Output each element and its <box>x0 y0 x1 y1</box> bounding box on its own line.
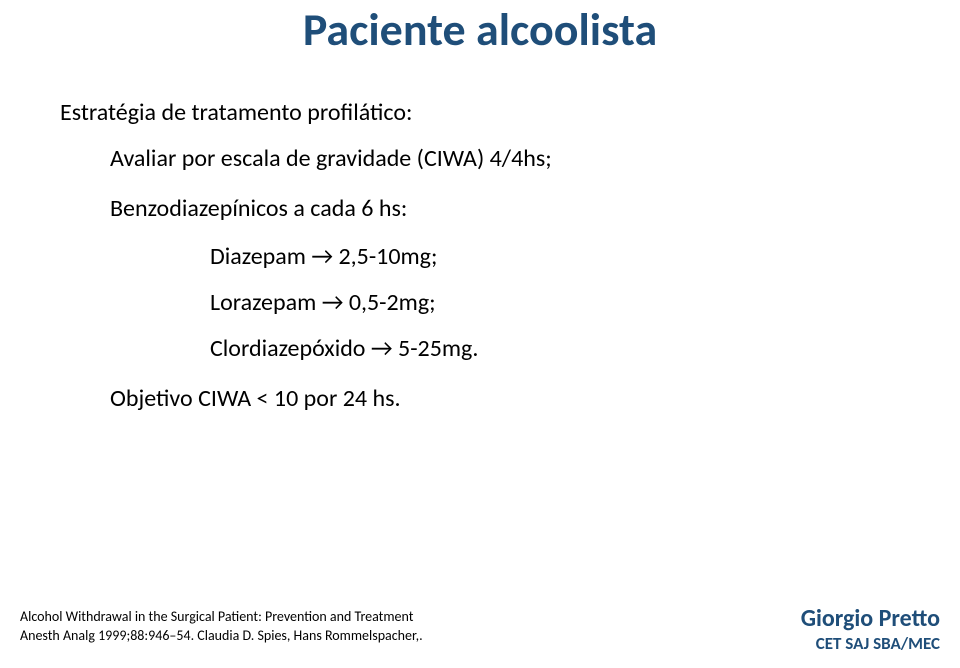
author-affiliation: CET SAJ SBA/MEC <box>801 633 940 654</box>
content-block: Estratégia de tratamento profilático: Av… <box>60 95 900 417</box>
drug-clordiazepoxido: Clordiazepóxido → 5-25mg. <box>60 331 900 367</box>
strategy-line-2: Avaliar por escala de gravidade (CIWA) 4… <box>60 141 900 177</box>
author-name: Giorgio Pretto <box>801 604 940 633</box>
slide-title: Paciente alcoolista <box>0 2 960 58</box>
reference-line-2: Anesth Analg 1999;88:946–54. Claudia D. … <box>20 627 423 646</box>
benzo-heading: Benzodiazepínicos a cada 6 hs: <box>60 191 900 227</box>
strategy-line-1: Estratégia de tratamento profilático: <box>60 95 900 131</box>
drug-list: Diazepam → 2,5-10mg; Lorazepam → 0,5-2mg… <box>60 239 900 367</box>
drug-lorazepam: Lorazepam → 0,5-2mg; <box>60 285 900 321</box>
footer-reference: Alcohol Withdrawal in the Surgical Patie… <box>20 608 423 646</box>
drug-diazepam: Diazepam → 2,5-10mg; <box>60 239 900 275</box>
reference-line-1: Alcohol Withdrawal in the Surgical Patie… <box>20 608 423 627</box>
footer-author-block: Giorgio Pretto CET SAJ SBA/MEC <box>801 604 940 654</box>
objective-line: Objetivo CIWA < 10 por 24 hs. <box>60 381 900 417</box>
